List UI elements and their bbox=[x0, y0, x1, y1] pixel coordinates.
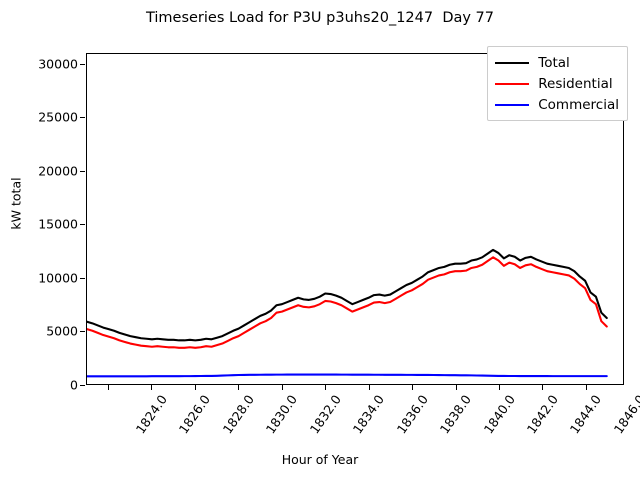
x-tick-mark bbox=[368, 385, 370, 390]
legend-color-swatch bbox=[495, 82, 530, 85]
x-tick-label: 1838.0 bbox=[436, 392, 475, 437]
series-line-commercial bbox=[87, 373, 608, 378]
x-tick-label: 1844.0 bbox=[567, 392, 605, 437]
x-tick-mark bbox=[281, 385, 283, 390]
y-tick-mark bbox=[80, 63, 85, 65]
series-line-total bbox=[87, 248, 608, 342]
legend-item-label: Commercial bbox=[538, 96, 619, 113]
series-line-residential bbox=[87, 256, 608, 349]
x-tick-label: 1826.0 bbox=[175, 392, 214, 437]
x-tick-mark bbox=[238, 385, 240, 390]
x-tick-label: 1842.0 bbox=[523, 392, 562, 437]
y-tick-mark bbox=[80, 277, 85, 279]
x-tick-label: 1830.0 bbox=[262, 392, 301, 437]
y-tick-label: 5000 bbox=[46, 323, 78, 339]
x-tick-label: 1824.0 bbox=[132, 392, 170, 437]
y-tick-label: 20000 bbox=[38, 163, 78, 179]
y-tick-mark bbox=[80, 385, 85, 386]
x-axis-label: Hour of Year bbox=[281, 452, 359, 467]
x-axis-tick-labels: 1824.0 1826.0 1828.0 1830.0 1832.0 1834.0 1836… bbox=[86, 392, 640, 452]
y-tick-mark bbox=[80, 331, 85, 333]
x-tick-label: 1828.0 bbox=[219, 392, 257, 437]
legend-color-swatch bbox=[495, 61, 530, 64]
y-tick-mark bbox=[80, 224, 85, 226]
x-tick-label: 1846.0 bbox=[610, 392, 640, 437]
legend-color-swatch bbox=[495, 103, 530, 106]
legend-item-commercial[interactable]: Commercial bbox=[495, 94, 619, 115]
y-tick-mark bbox=[80, 117, 85, 119]
x-tick-mark bbox=[455, 385, 457, 390]
plot-lines bbox=[87, 248, 608, 378]
x-tick-label: 1836.0 bbox=[393, 392, 431, 437]
x-tick-label: 1832.0 bbox=[306, 392, 344, 437]
x-axis-tick-marks bbox=[86, 385, 624, 392]
y-tick-label: 30000 bbox=[38, 56, 78, 72]
x-tick-mark bbox=[107, 385, 109, 390]
y-tick-label: 0 bbox=[70, 377, 78, 393]
x-tick-mark bbox=[412, 385, 414, 390]
x-tick-label: 1834.0 bbox=[349, 392, 388, 437]
y-tick-label: 25000 bbox=[38, 109, 78, 125]
legend-item-label: Residential bbox=[538, 75, 613, 92]
x-tick-mark bbox=[499, 385, 500, 390]
x-tick-mark bbox=[542, 385, 544, 390]
chart-title: Timeseries Load for P3U p3uhs20_1247 Day… bbox=[145, 10, 495, 26]
x-tick-mark bbox=[585, 385, 587, 390]
y-axis-tick-labels: 0 5000 10000 15000 20000 25000 30000 bbox=[0, 53, 78, 392]
legend-item-residential[interactable]: Residential bbox=[495, 73, 619, 94]
x-tick-mark bbox=[325, 385, 327, 390]
x-tick-mark bbox=[194, 385, 196, 390]
legend-item-total[interactable]: Total bbox=[495, 52, 619, 73]
y-tick-label: 15000 bbox=[38, 216, 78, 232]
chart-legend: Total Residential Commercial bbox=[487, 46, 628, 121]
y-tick-mark bbox=[80, 170, 85, 172]
legend-item-label: Total bbox=[538, 54, 570, 71]
x-tick-label: 1840.0 bbox=[480, 392, 518, 437]
x-tick-mark bbox=[151, 385, 153, 390]
y-tick-label: 10000 bbox=[38, 270, 78, 286]
y-axis-tick-marks bbox=[0, 53, 86, 386]
